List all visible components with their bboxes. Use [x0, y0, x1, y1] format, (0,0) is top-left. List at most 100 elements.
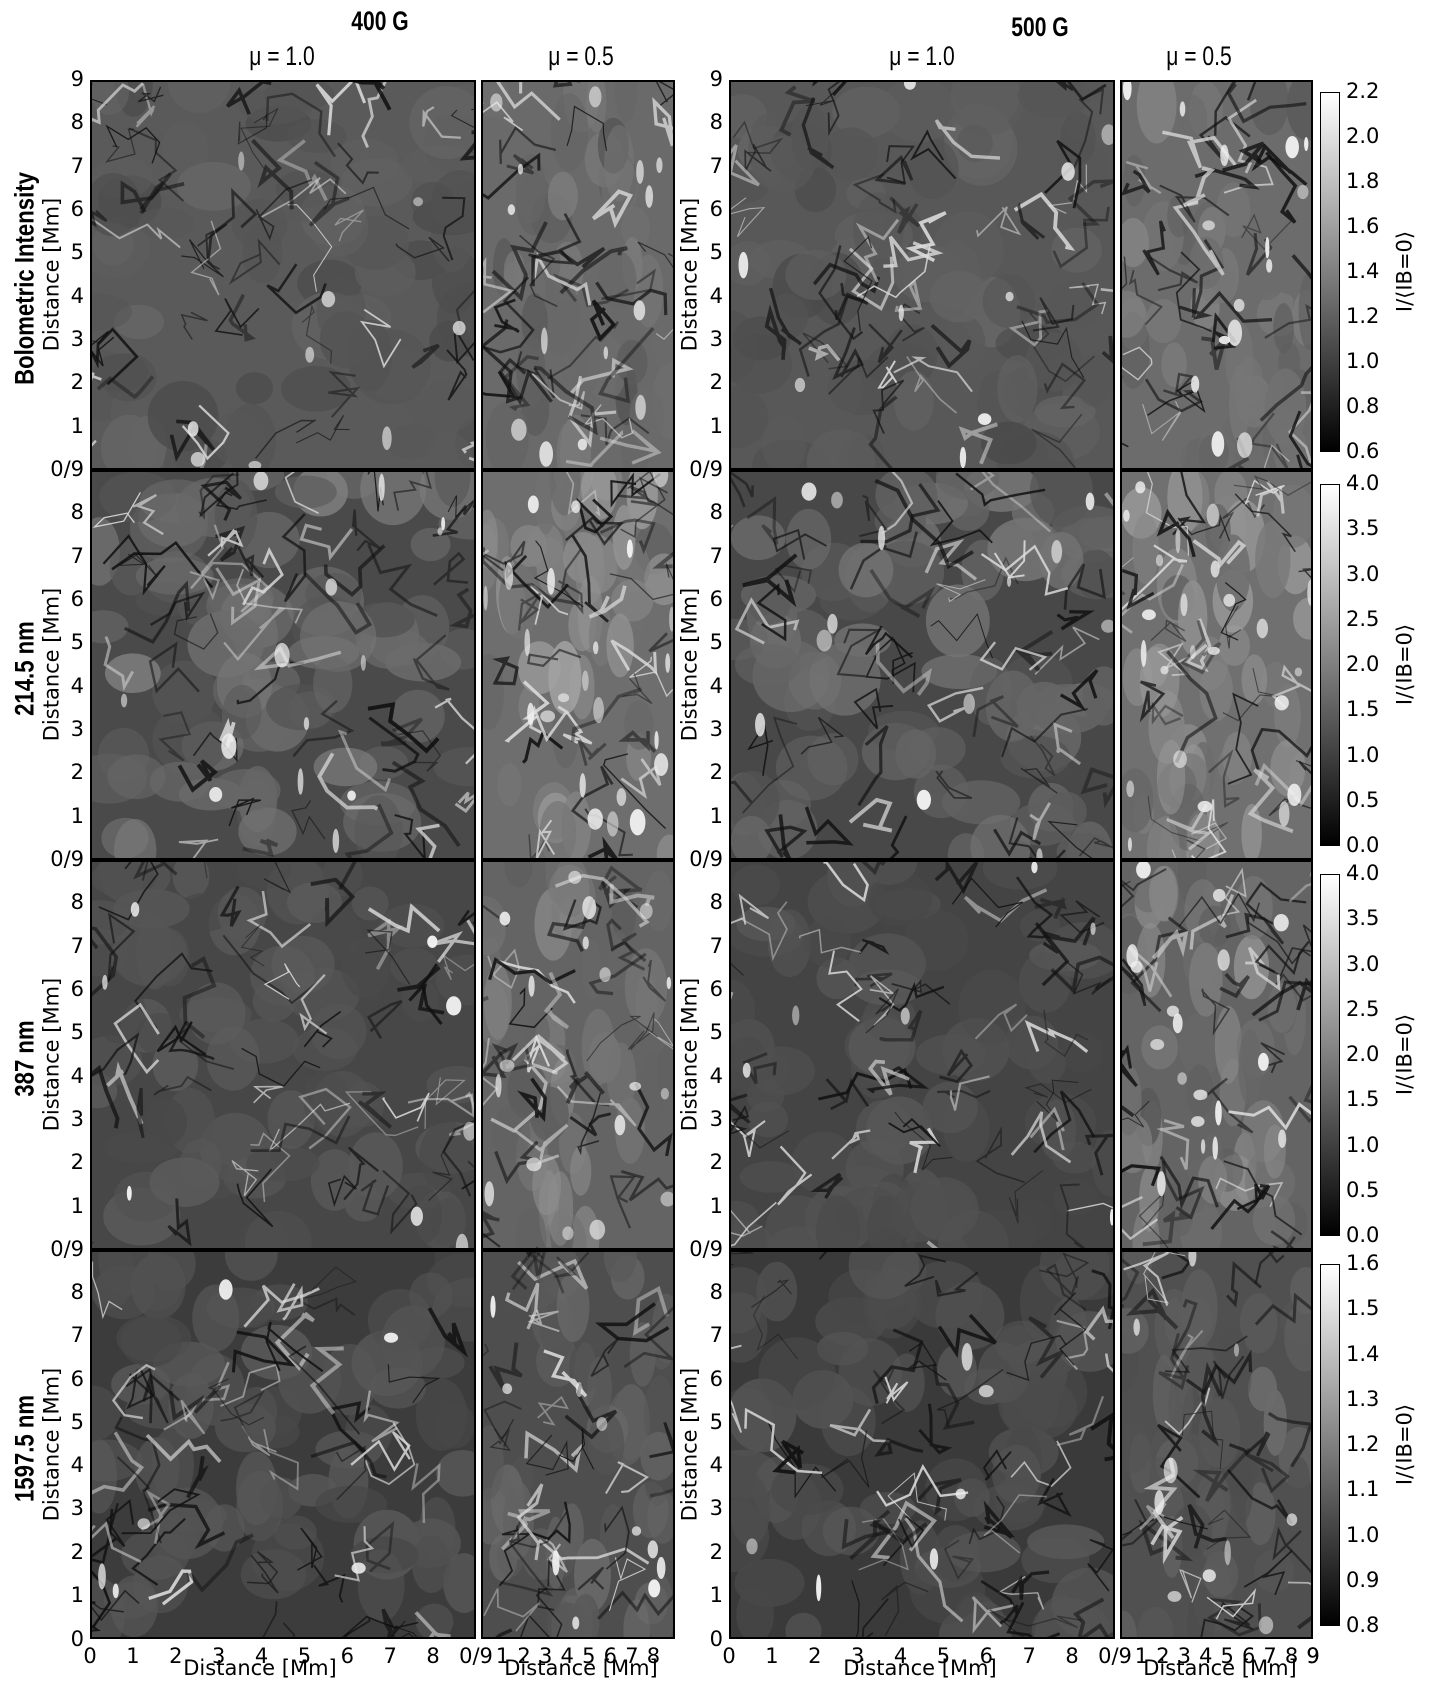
x-axis-label-400-05: Distance [Mm] [504, 1656, 658, 1680]
y-tick-0-3-5: 5 [70, 1409, 84, 1434]
y-tick-0-3-7: 7 [70, 1323, 84, 1348]
colorbar-0-tick-4: 1.4 [1346, 259, 1380, 283]
y-corner-0-3: 0/9 [50, 1237, 84, 1261]
y-tick-1-0-3: 3 [709, 327, 723, 351]
y-tick-0-2-1: 1 [70, 1193, 84, 1218]
intensity-map-row2-col3 [1120, 860, 1313, 1250]
y-tick-1-3-2: 2 [709, 1539, 723, 1564]
colorbar-3-tick-3: 1.1 [1346, 1477, 1380, 1502]
intensity-map-row0-col2 [729, 80, 1115, 470]
y-tick-0-2-5: 5 [70, 1020, 84, 1045]
y-tick-0-0-6: 6 [70, 197, 84, 221]
y-tick-0-0-4: 4 [70, 283, 84, 308]
x-tick-1-0: 1 [495, 1644, 510, 1668]
y-tick-0-3-8: 8 [70, 1280, 84, 1305]
colorbar-0-tick-3: 1.2 [1346, 304, 1380, 328]
y-tick-1-2-4: 4 [709, 1063, 723, 1088]
colorbar-3-tick-1: 0.9 [1346, 1567, 1380, 1592]
granulation-texture [92, 82, 474, 468]
x-tick-2-2: 2 [808, 1644, 822, 1668]
y-tick-1-1-6: 6 [709, 587, 723, 611]
x-tick-1-3: 4 [560, 1644, 574, 1668]
granulation-texture [731, 1252, 1113, 1637]
granulation-texture [483, 1252, 673, 1637]
x-tick-1-5: 6 [603, 1644, 618, 1668]
y-tick-1-0-7: 7 [709, 153, 723, 178]
y-axis-label-0-1: Distance [Mm] [39, 587, 64, 742]
intensity-map-row3-col0 [90, 1250, 476, 1639]
y-tick-1-2-5: 5 [709, 1020, 723, 1045]
y-tick-0-0-8: 8 [70, 110, 84, 135]
colorbar-0-tick-6: 1.8 [1346, 169, 1380, 193]
intensity-map-row1-col1 [481, 470, 675, 860]
y-tick-1-0-6: 6 [709, 197, 723, 221]
y-tick-0-1-3: 3 [70, 717, 84, 741]
x-tick-0-6: 6 [340, 1644, 355, 1668]
x-tick-2-5: 5 [936, 1644, 951, 1668]
intensity-map-row0-col3 [1120, 80, 1313, 470]
x-tick-0-4: 4 [254, 1644, 269, 1668]
x-axis-label-500-05: Distance [Mm] [1143, 1656, 1297, 1680]
y-tick-0-1-6: 6 [70, 587, 84, 611]
y-tick-0-2-8: 8 [70, 890, 84, 915]
y-tick-1-1-7: 7 [709, 543, 723, 568]
y-tick-1-0-9: 9 [709, 67, 723, 91]
colorbar-1 [1320, 484, 1340, 846]
x-tick-0-5: 5 [297, 1644, 312, 1668]
y-tick-0-0-1: 1 [70, 413, 84, 438]
granulation-texture [483, 82, 673, 468]
x-tick-1-4: 5 [582, 1644, 596, 1668]
row-label-bolometric: Bolometric Intensity [9, 172, 40, 385]
granulation-texture [92, 862, 474, 1248]
y-tick-0-1-8: 8 [70, 500, 84, 525]
colorbar-0-tick-8: 2.2 [1346, 79, 1380, 103]
row-label-1597: 1597.5 nm [9, 1394, 40, 1503]
colorbar-2-tick-7: 3.5 [1346, 906, 1380, 931]
granulation-texture [92, 1252, 474, 1637]
x-tick-3-7: 8 [1284, 1644, 1299, 1668]
mu-header-400-05: μ = 0.5 [548, 41, 614, 71]
y-tick-1-3-3: 3 [709, 1496, 723, 1521]
colorbar-1-label: I/⟨IB=0⟩ [1392, 623, 1417, 706]
y-corner-1-1: 0/9 [689, 457, 723, 481]
x-tick-0-3: 3 [211, 1644, 226, 1668]
colorbar-3-tick-8: 1.6 [1346, 1251, 1380, 1275]
y-tick-1-0-5: 5 [709, 240, 723, 265]
y-tick-0-2-4: 4 [70, 1063, 84, 1088]
y-tick-1-0-4: 4 [709, 283, 723, 308]
y-tick-0-3-2: 2 [70, 1539, 84, 1564]
x-tick-3-2: 3 [1177, 1644, 1192, 1668]
granulation-texture [92, 472, 474, 858]
x-tick-2-0: 0 [722, 1644, 736, 1668]
colorbar-1-tick-7: 3.5 [1346, 516, 1380, 541]
y-tick-0-2-6: 6 [70, 977, 84, 1001]
y-axis-label-0-0: Distance [Mm] [39, 197, 64, 352]
y-tick-0-1-5: 5 [70, 630, 84, 655]
x-tick-3-0: 1 [1134, 1644, 1149, 1668]
y-tick-1-2-7: 7 [709, 933, 723, 958]
intensity-map-row0-col0 [90, 80, 476, 470]
x-axis-label-500-1: Distance [Mm] [843, 1656, 997, 1680]
y-tick-1-0-2: 2 [709, 370, 723, 395]
y-tick-0-3-6: 6 [70, 1366, 84, 1391]
granulation-texture [1122, 82, 1311, 468]
y-axis-label-1-2: Distance [Mm] [677, 977, 702, 1132]
x-tick-3-5: 6 [1241, 1644, 1256, 1668]
y-tick-1-3-6: 6 [709, 1366, 723, 1391]
colorbar-0-tick-2: 1.0 [1346, 349, 1380, 373]
intensity-map-row2-col0 [90, 860, 476, 1250]
y-tick-1-2-6: 6 [709, 977, 723, 1001]
x-tick-1-2: 3 [538, 1644, 553, 1668]
y-axis-label-0-3: Distance [Mm] [39, 1367, 64, 1521]
y-tick-1-1-4: 4 [709, 673, 723, 698]
row-label-214: 214.5 nm [9, 621, 40, 716]
colorbar-0-tick-7: 2.0 [1346, 124, 1380, 148]
y-origin-1: 0 [709, 1627, 723, 1651]
colorbar-0-tick-5: 1.6 [1346, 214, 1380, 238]
mu-header-500-05: μ = 0.5 [1166, 41, 1232, 71]
colorbar-3-tick-6: 1.4 [1346, 1341, 1380, 1366]
x-tick-2-8: 8 [1065, 1644, 1079, 1668]
x-tick-0-0: 0 [83, 1644, 97, 1668]
colorbar-1-tick-2: 1.0 [1346, 742, 1380, 767]
colorbar-1-tick-4: 2.0 [1346, 652, 1380, 676]
